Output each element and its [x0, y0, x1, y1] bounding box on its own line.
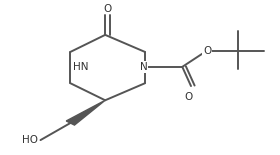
Text: HO: HO	[22, 135, 38, 145]
Text: N: N	[140, 62, 148, 72]
Text: HN: HN	[73, 62, 88, 72]
Polygon shape	[66, 100, 105, 125]
Text: O: O	[203, 46, 211, 55]
Text: O: O	[185, 92, 193, 102]
Text: O: O	[103, 4, 111, 13]
